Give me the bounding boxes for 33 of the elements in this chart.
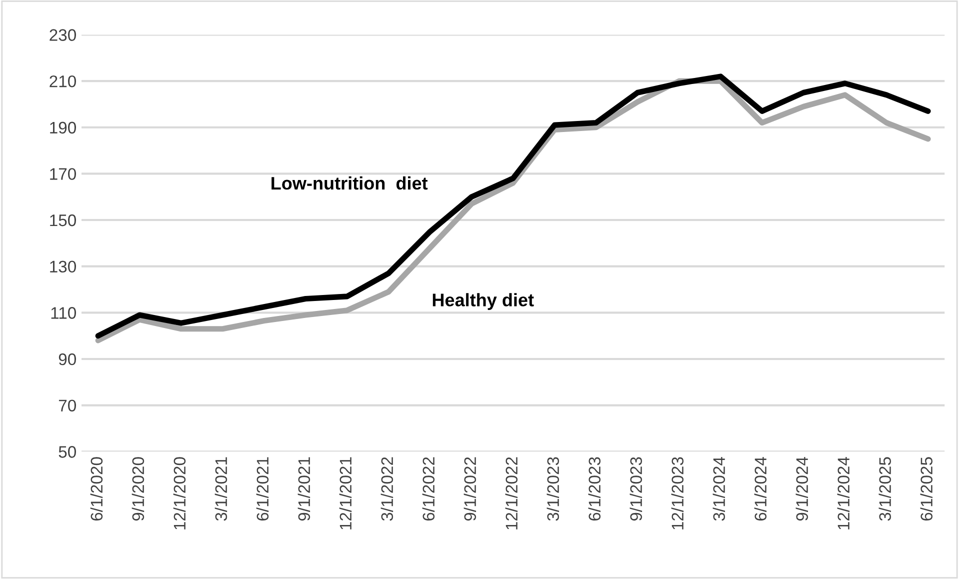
x-tick-label: 12/1/2021: [339, 457, 352, 530]
x-tick-label: 3/1/2021: [214, 457, 228, 521]
y-tick-label: 190: [50, 122, 76, 134]
series-label: Healthy diet: [432, 293, 534, 310]
x-tick-label: 6/1/2022: [422, 457, 435, 521]
x-tick-label: 9/1/2020: [132, 457, 144, 521]
x-tick-label: 12/1/2020: [173, 457, 186, 530]
x-tick-label: 6/1/2025: [920, 457, 932, 521]
x-tick-label: 12/1/2023: [671, 457, 684, 530]
x-tick-label: 6/1/2023: [588, 457, 601, 521]
x-tick-label: 3/1/2025: [878, 457, 891, 521]
x-tick-label: 9/1/2024: [796, 456, 808, 521]
x-tick-label: 3/1/2022: [380, 457, 394, 521]
x-tick-label: 6/1/2021: [256, 457, 269, 521]
x-tick-label: 6/1/2020: [90, 457, 103, 521]
y-tick-label: 50: [58, 446, 76, 458]
y-tick-label: 110: [51, 307, 76, 319]
y-tick-label: 210: [50, 75, 76, 88]
x-tick-label: 12/1/2022: [505, 457, 518, 530]
y-tick-label: 170: [50, 168, 76, 180]
y-tick-label: 130: [50, 260, 76, 273]
x-tick-label: 3/1/2023: [546, 457, 560, 521]
x-tick-label: 12/1/2024: [837, 456, 850, 530]
x-tick-label: 3/1/2024: [712, 456, 726, 521]
y-tick-label: 90: [58, 353, 76, 366]
y-tick-label: 150: [50, 214, 76, 226]
x-tick-label: 9/1/2021: [298, 457, 310, 521]
x-tick-label: 9/1/2023: [630, 457, 642, 521]
series-label: Low-nutrition diet: [272, 176, 428, 190]
x-tick-label: 9/1/2022: [464, 457, 476, 521]
x-tick-label: 6/1/2024: [754, 456, 767, 521]
y-tick-label: 230: [50, 29, 76, 41]
y-tick-label: 70: [58, 400, 76, 412]
